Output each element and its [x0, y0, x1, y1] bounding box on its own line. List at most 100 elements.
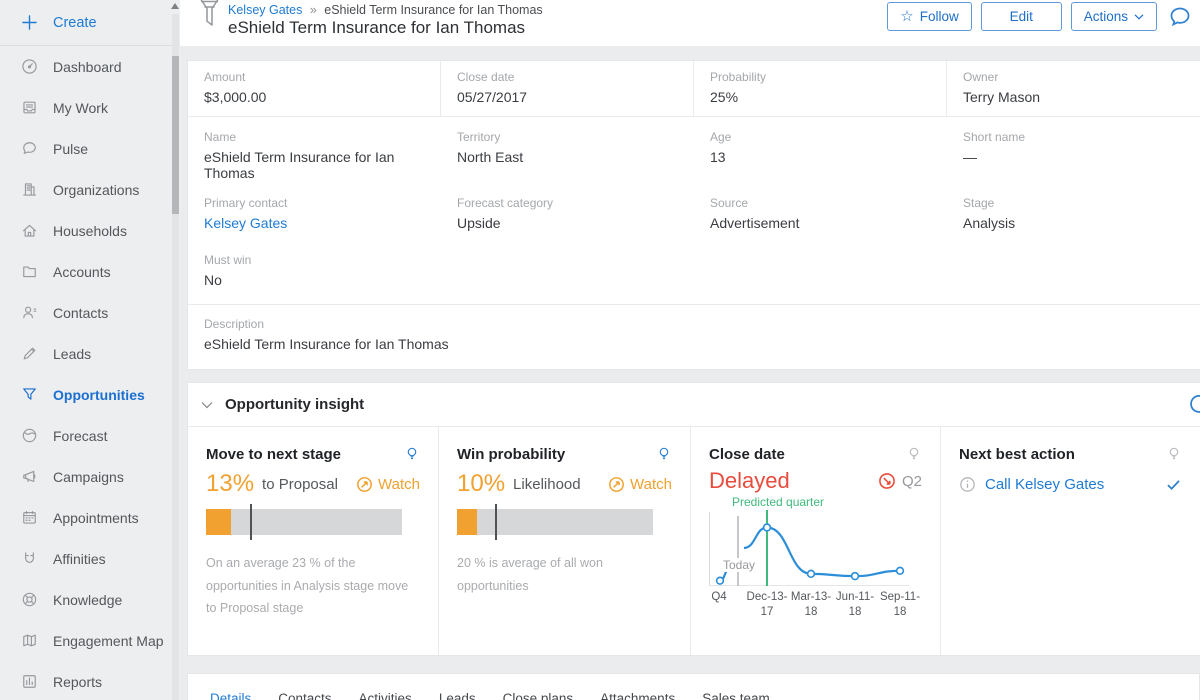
- tab-leads[interactable]: Leads: [438, 691, 476, 700]
- organizations-icon: [21, 181, 38, 198]
- field-age: Age 13: [694, 117, 947, 183]
- tab-activities[interactable]: Activities: [358, 691, 412, 700]
- insight-card-next-best-action: Next best action Call Kelsey Gates: [941, 427, 1200, 655]
- close-date-status: Delayed: [709, 468, 790, 493]
- stage-move-target: to Proposal: [262, 475, 338, 493]
- watch-arrow-icon: [357, 476, 372, 492]
- follow-button[interactable]: ☆ Follow: [887, 2, 972, 31]
- field-description: Description eShield Term Insurance for I…: [188, 305, 1200, 369]
- stage-progress-bar: [206, 504, 402, 540]
- progress-fill: [457, 509, 477, 535]
- watch-button[interactable]: Watch: [356, 476, 420, 493]
- sidebar-item-households[interactable]: Households: [0, 210, 180, 251]
- chart-tick: Dec-13- 17: [746, 591, 788, 618]
- create-button[interactable]: Create: [0, 0, 180, 46]
- field-amount: Amount $3,000.00: [188, 61, 441, 116]
- tab-sales-team[interactable]: Sales team: [702, 691, 770, 700]
- record-header: Kelsey Gates » eShield Term Insurance fo…: [180, 0, 1200, 46]
- edit-button[interactable]: Edit: [980, 2, 1062, 31]
- close-date-chart: Predicted quarter Today Q4 Dec-13- 17 Mar-13-…: [709, 495, 920, 620]
- check-icon[interactable]: [1165, 476, 1182, 493]
- sidebar-item-contacts[interactable]: Contacts: [0, 292, 180, 333]
- sidebar-item-dashboard[interactable]: Dashboard: [0, 46, 180, 87]
- create-label: Create: [53, 14, 97, 31]
- card-title: Next best action: [959, 446, 1075, 463]
- predicted-quarter: Q2: [901, 472, 922, 490]
- field-name: Name eShield Term Insurance for Ian Thoma…: [188, 117, 441, 183]
- sidebar-item-engagement-map[interactable]: Engagement Map: [0, 620, 180, 661]
- sidebar-item-forecast[interactable]: Forecast: [0, 415, 180, 456]
- field-label: Short name: [963, 130, 1026, 144]
- bulb-icon[interactable]: [656, 446, 672, 462]
- sidebar-item-pulse[interactable]: Pulse: [0, 128, 180, 169]
- sidebar-item-label: Households: [53, 222, 127, 239]
- watch-button[interactable]: Watch: [608, 476, 672, 493]
- card-title: Move to next stage: [206, 446, 342, 463]
- field-value: eShield Term Insurance for Ian Thomas: [204, 149, 395, 181]
- sidebar-item-my-work[interactable]: My Work: [0, 87, 180, 128]
- field-source: Source Advertisement: [694, 183, 947, 233]
- info-icon[interactable]: [959, 476, 976, 493]
- chevron-down-icon: [1134, 13, 1144, 20]
- next-best-action-link[interactable]: Call Kelsey Gates: [985, 476, 1105, 493]
- sidebar-item-knowledge[interactable]: Knowledge: [0, 579, 180, 620]
- card-title: Close date: [709, 446, 785, 463]
- field-label: Name: [204, 130, 237, 144]
- field-label: Stage: [963, 196, 995, 210]
- collapse-chevron-icon[interactable]: [200, 398, 214, 412]
- record-tabs: Details Contacts Activities Leads Close plan…: [187, 673, 1200, 700]
- tab-details[interactable]: Details: [210, 674, 251, 700]
- sidebar-item-appointments[interactable]: Appointments: [0, 497, 180, 538]
- bulb-icon[interactable]: [1166, 446, 1182, 462]
- field-label: Close date: [457, 70, 515, 84]
- leads-icon: [21, 345, 38, 362]
- field-value-link[interactable]: Kelsey Gates: [204, 215, 288, 231]
- star-icon: ☆: [900, 8, 914, 25]
- sidebar-item-leads[interactable]: Leads: [0, 333, 180, 374]
- field-forecast-category: Forecast category Upside: [441, 183, 694, 233]
- field-label: Must win: [204, 253, 252, 267]
- scrollbar-up-arrow-icon[interactable]: [171, 3, 179, 9]
- field-value: eShield Term Insurance for Ian Thomas: [204, 336, 449, 352]
- refresh-icon[interactable]: [1188, 394, 1200, 416]
- chat-bubble-icon[interactable]: [1168, 5, 1192, 29]
- tab-attachments[interactable]: Attachments: [600, 691, 676, 700]
- sidebar-item-accounts[interactable]: Accounts: [0, 251, 180, 292]
- accounts-icon: [21, 263, 38, 280]
- field-value: —: [963, 149, 977, 165]
- win-probability-bar: [457, 504, 653, 540]
- bulb-icon[interactable]: [404, 446, 420, 462]
- field-value: Terry Mason: [963, 89, 1041, 105]
- field-label: Description: [204, 317, 265, 331]
- sidebar-item-campaigns[interactable]: Campaigns: [0, 456, 180, 497]
- sidebar-item-label: Opportunities: [53, 386, 145, 403]
- sidebar-item-organizations[interactable]: Organizations: [0, 169, 180, 210]
- close-date-chart-svg: [709, 510, 909, 586]
- field-label: Amount: [204, 70, 246, 84]
- affinities-icon: [21, 550, 38, 567]
- field-row: Name eShield Term Insurance for Ian Thoma…: [188, 117, 1200, 183]
- tab-close-plans[interactable]: Close plans: [502, 691, 574, 700]
- plus-icon: [21, 14, 38, 31]
- sidebar-item-label: Affinities: [53, 550, 106, 567]
- sidebar-scrollbar-thumb[interactable]: [172, 56, 179, 214]
- sidebar-item-label: Appointments: [53, 509, 139, 526]
- sidebar-item-affinities[interactable]: Affinities: [0, 538, 180, 579]
- sidebar-scrollbar-track[interactable]: [172, 14, 179, 700]
- households-icon: [21, 222, 38, 239]
- field-value: 05/27/2017: [457, 89, 528, 105]
- field-close-date: Close date 05/27/2017: [441, 61, 694, 116]
- sidebar-item-reports[interactable]: Reports: [0, 661, 180, 700]
- win-probability-percent: 10%: [457, 470, 506, 497]
- sidebar-item-opportunities[interactable]: Opportunities: [0, 374, 180, 415]
- actions-button[interactable]: Actions: [1070, 2, 1157, 31]
- sidebar-item-label: Accounts: [53, 263, 111, 280]
- tab-contacts[interactable]: Contacts: [278, 691, 332, 700]
- insight-section-title: Opportunity insight: [225, 396, 365, 413]
- field-value: Advertisement: [710, 215, 800, 231]
- chart-tick: Q4: [711, 591, 727, 603]
- bulb-icon[interactable]: [906, 446, 922, 462]
- appointments-icon: [21, 509, 38, 526]
- breadcrumb-parent-link[interactable]: Kelsey Gates: [228, 3, 303, 17]
- field-territory: Territory North East: [441, 117, 694, 183]
